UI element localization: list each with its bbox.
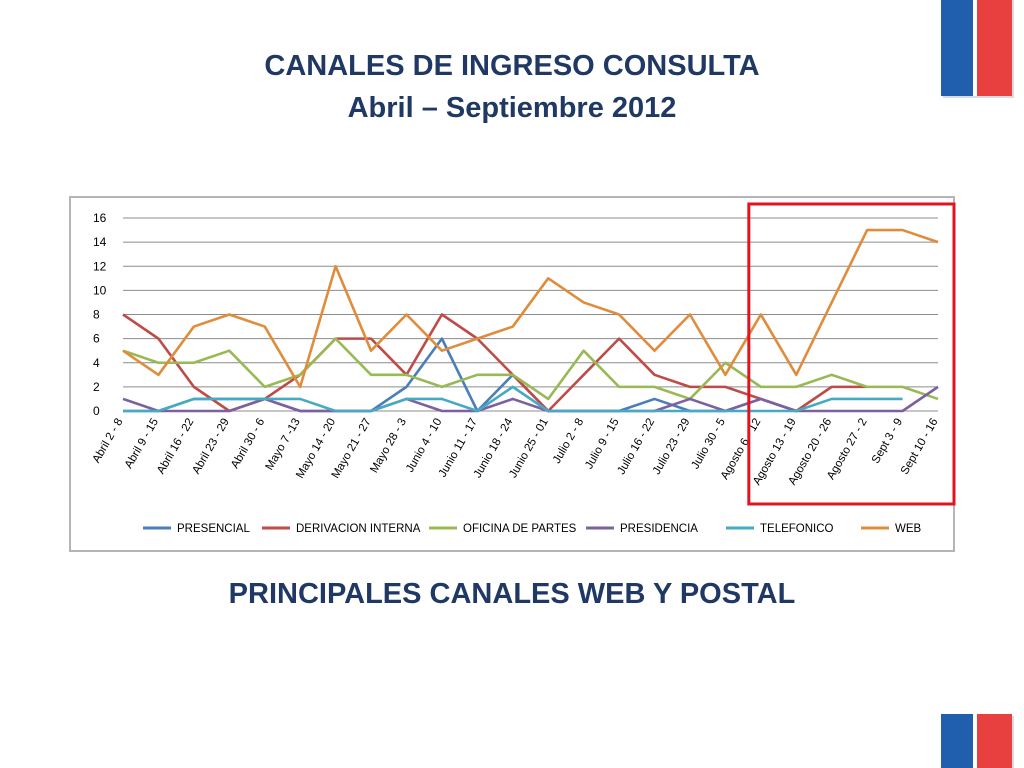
series-line-oficina-de-partes: [122, 337, 939, 401]
x-tick-label: Julio 16 - 22: [615, 417, 657, 477]
y-tick-label: 10: [93, 283, 107, 297]
x-tick-label: Julio 23 - 29: [651, 417, 693, 477]
series-line-presidencia: [122, 385, 939, 413]
series-line-web: [122, 228, 939, 389]
x-tick-label: Junio 25 - 01: [507, 417, 551, 481]
x-tick-label: Abril 16 - 22: [155, 417, 196, 477]
x-tick-label: Mayo 7 -13: [264, 417, 303, 473]
y-tick-label: 16: [93, 211, 107, 225]
y-tick-label: 0: [93, 404, 100, 418]
y-tick-label: 14: [93, 235, 107, 249]
x-tick-label: Abril 30 - 6: [229, 417, 267, 471]
slide-subtitle: PRINCIPALES CANALES WEB Y POSTAL: [228, 578, 796, 610]
x-tick-label: Julio 2 - 8: [551, 417, 586, 466]
legend-label: PRESENCIAL: [177, 523, 250, 535]
y-tick-label: 12: [93, 259, 107, 273]
legend-label: DERIVACION INTERNA: [296, 523, 421, 535]
highlight-box: [747, 202, 956, 506]
legend-label: PRESIDENCIA: [620, 523, 698, 535]
slide-title-line2: Abril – Septiembre 2012: [347, 92, 677, 124]
y-tick-label: 6: [93, 332, 100, 346]
flag-logo-top: [941, 0, 1014, 98]
legend-label: OFICINA DE PARTES: [463, 523, 577, 535]
legend-label: TELEFONICO: [760, 523, 834, 535]
x-tick-label: Julio 30 - 5: [689, 417, 728, 472]
y-tick-label: 2: [93, 380, 100, 394]
x-tick-label: Julio 9 - 15: [583, 417, 622, 472]
series-line-telefonico: [123, 385, 903, 413]
x-tick-label: Mayo 28 - 3: [368, 417, 409, 476]
y-tick-label: 8: [93, 308, 100, 322]
x-tick-label: Abril 2 - 8: [91, 417, 126, 466]
flag-logo-bottom: [941, 714, 1014, 768]
x-tick-label: Sept 10 - 16: [899, 417, 941, 477]
x-tick-label: Abril 23 - 29: [191, 417, 232, 477]
y-tick-label: 4: [93, 356, 100, 370]
x-tick-label: Mayo 21 - 27: [330, 417, 374, 481]
x-tick-label: Sept 3 - 9: [870, 417, 905, 466]
chart-frame: 0 2 4 6 8 10 12 14 16 Abril 2 - 8 Abril 9 - 15 Abri…: [69, 196, 956, 552]
x-tick-label: Junio 4 - 10: [404, 417, 444, 475]
legend-label: WEB: [895, 523, 922, 535]
slide-title-line1: CANALES DE INGRESO CONSULTA: [264, 50, 760, 82]
x-tick-label: Abril 9 - 15: [123, 417, 161, 471]
